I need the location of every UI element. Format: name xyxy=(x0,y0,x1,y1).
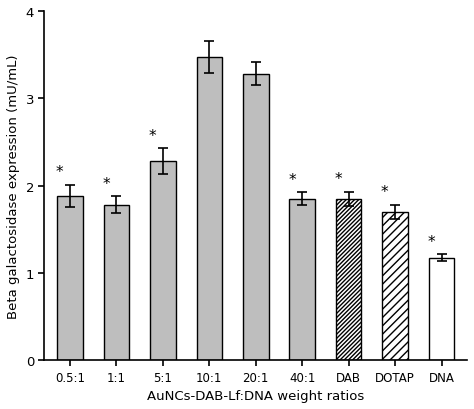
Bar xyxy=(243,74,268,360)
Bar xyxy=(383,212,408,360)
Text: *: * xyxy=(56,165,64,180)
Text: *: * xyxy=(335,172,342,187)
Y-axis label: Beta galactosidase expression (mU/mL): Beta galactosidase expression (mU/mL) xyxy=(7,54,20,318)
Bar xyxy=(290,199,315,360)
Text: *: * xyxy=(381,185,389,200)
Bar xyxy=(104,205,129,360)
Text: *: * xyxy=(149,128,156,144)
Bar xyxy=(150,162,176,360)
Bar xyxy=(429,258,454,360)
X-axis label: AuNCs-DAB-Lf:DNA weight ratios: AuNCs-DAB-Lf:DNA weight ratios xyxy=(147,389,365,402)
Bar xyxy=(57,196,83,360)
Text: *: * xyxy=(288,173,296,188)
Bar xyxy=(336,199,361,360)
Bar xyxy=(197,58,222,360)
Text: *: * xyxy=(428,235,435,249)
Text: *: * xyxy=(102,176,110,191)
